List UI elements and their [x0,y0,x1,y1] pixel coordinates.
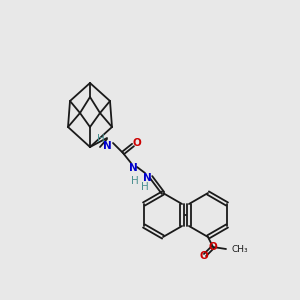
Text: N: N [129,163,137,173]
Text: H: H [141,182,149,192]
Text: CH₃: CH₃ [232,244,249,253]
Text: O: O [200,251,208,261]
Text: N: N [142,173,152,183]
Text: H: H [97,134,105,144]
Text: O: O [133,138,141,148]
Text: N: N [103,141,111,151]
Text: H: H [131,176,139,186]
Text: O: O [208,242,217,253]
